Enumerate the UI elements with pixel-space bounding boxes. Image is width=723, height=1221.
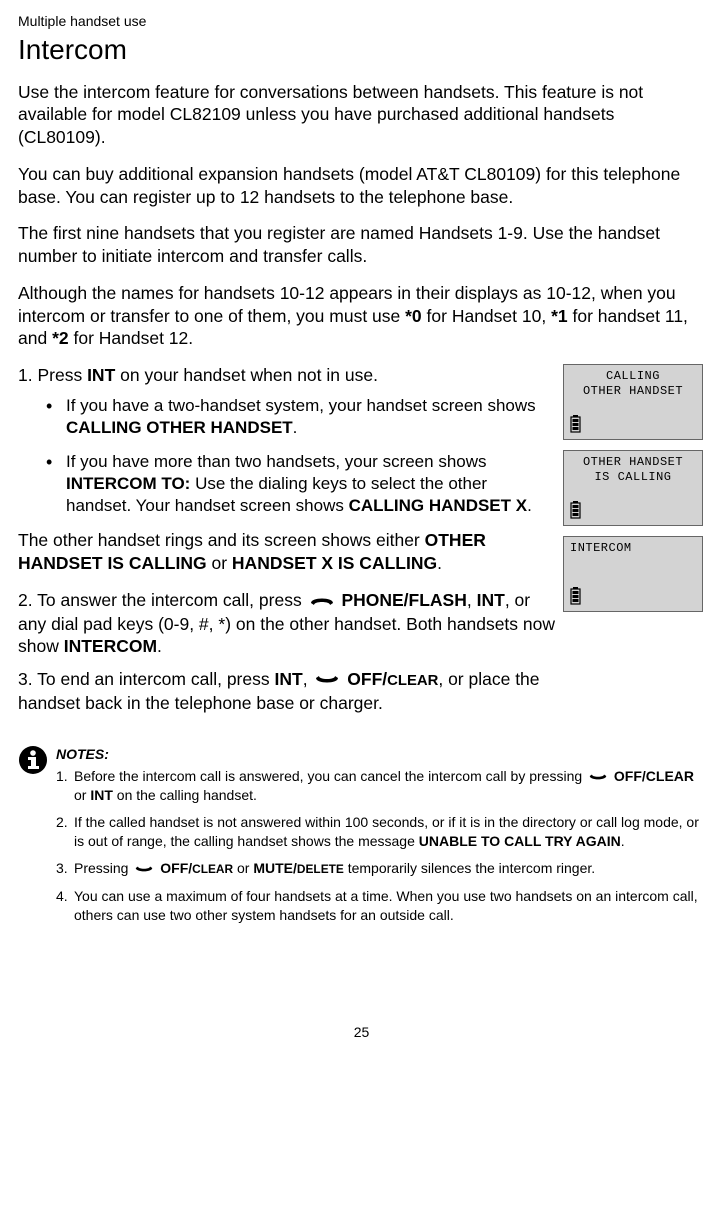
step-1-bullets: If you have a two-handset system, your h…	[46, 395, 555, 517]
notes-block: NOTES: 1. Before the intercom call is an…	[18, 745, 705, 933]
info-icon	[18, 745, 48, 775]
text: .	[527, 496, 532, 515]
step-2: 2. To answer the intercom call, press PH…	[18, 589, 555, 658]
note-num: 1.	[56, 767, 68, 786]
note-3: 3. Pressing OFF/CLEAR or MUTE/DELETE tem…	[56, 859, 705, 879]
text: Before the intercom call is answered, yo…	[74, 768, 586, 784]
notes-list: 1. Before the intercom call is answered,…	[56, 767, 705, 925]
text: If you have more than two handsets, your…	[66, 452, 487, 471]
text: .	[293, 418, 298, 437]
text-bold: OFF/CLEAR	[614, 768, 694, 784]
text-bold: INTERCOM	[64, 636, 157, 656]
lcd-screen-intercom: INTERCOM	[563, 536, 703, 612]
text-bold: MUTE/DELETE	[253, 860, 343, 876]
text: for Handset 10,	[422, 306, 551, 326]
text: on the calling handset.	[113, 787, 257, 803]
lcd-text: OTHER HANDSET	[570, 384, 696, 399]
note-4: 4. You can use a maximum of four handset…	[56, 887, 705, 925]
bullet-2: If you have more than two handsets, your…	[46, 451, 555, 517]
phone-off-icon	[134, 860, 154, 879]
battery-icon	[570, 587, 581, 605]
text: or	[207, 553, 232, 573]
lcd-text: CALLING	[570, 369, 696, 384]
text-bold: PHONE/FLASH	[341, 590, 466, 610]
text-bold: INT	[274, 669, 302, 689]
note-1: 1. Before the intercom call is answered,…	[56, 767, 705, 806]
intro-para-3: The first nine handsets that you registe…	[18, 222, 705, 268]
steps-column: 1. Press INT on your handset when not in…	[18, 364, 555, 724]
text-bold: INT	[90, 787, 113, 803]
step-3: 3. To end an intercom call, press INT, O…	[18, 668, 555, 715]
text: .	[157, 636, 162, 656]
battery-icon	[570, 501, 581, 519]
text: Pressing	[74, 860, 132, 876]
text: .	[621, 833, 625, 849]
intro-para-1: Use the intercom feature for conversatio…	[18, 81, 705, 149]
intro-para-2: You can buy additional expansion handset…	[18, 163, 705, 209]
text: .	[437, 553, 442, 573]
text: or	[233, 860, 253, 876]
note-num: 2.	[56, 813, 68, 832]
battery-icon	[570, 415, 581, 433]
text: 2. To answer the intercom call, press	[18, 590, 307, 610]
text: 3. To end an intercom call, press	[18, 669, 274, 689]
text-bold: HANDSET X IS CALLING	[232, 553, 437, 573]
text-bold: INT	[477, 590, 505, 610]
note-num: 4.	[56, 887, 68, 906]
text: temporarily silences the intercom ringer…	[344, 860, 595, 876]
text-bold: *2	[52, 328, 69, 348]
lcd-text: OTHER HANDSET	[570, 455, 696, 470]
bullet-1: If you have a two-handset system, your h…	[46, 395, 555, 439]
notes-title: NOTES:	[56, 745, 705, 763]
phone-on-icon	[309, 590, 335, 613]
text: for Handset 12.	[69, 328, 194, 348]
page-title: Intercom	[18, 32, 705, 68]
text: If you have a two-handset system, your h…	[66, 396, 536, 415]
steps-list: 1. Press INT on your handset when not in…	[18, 364, 555, 517]
text-bold: UNABLE TO CALL TRY AGAIN	[419, 833, 621, 849]
text: 1. Press	[18, 365, 87, 385]
text-bold: *0	[405, 306, 422, 326]
lcd-screen-calling: CALLING OTHER HANDSET	[563, 364, 703, 440]
section-label: Multiple handset use	[18, 12, 705, 30]
text: The other handset rings and its screen s…	[18, 530, 425, 550]
step-section: 1. Press INT on your handset when not in…	[18, 364, 705, 724]
text: or	[74, 787, 90, 803]
phone-off-icon	[314, 669, 340, 692]
text: ,	[303, 669, 313, 689]
lcd-text: IS CALLING	[570, 470, 696, 485]
text-bold: INT	[87, 365, 115, 385]
lcd-text: INTERCOM	[570, 541, 696, 556]
text-bold: CALLING HANDSET X	[349, 496, 528, 515]
lcd-screen-other-calling: OTHER HANDSET IS CALLING	[563, 450, 703, 526]
text-bold: *1	[551, 306, 568, 326]
text-bold: OFF/CLEAR	[160, 860, 233, 876]
note-num: 3.	[56, 859, 68, 878]
text: on your handset when not in use.	[115, 365, 378, 385]
phone-off-icon	[588, 768, 608, 787]
text: ,	[467, 590, 477, 610]
steps-list-2: 2. To answer the intercom call, press PH…	[18, 589, 555, 715]
intro-para-4: Although the names for handsets 10-12 ap…	[18, 282, 705, 350]
text-bold: INTERCOM TO:	[66, 474, 190, 493]
notes-content: NOTES: 1. Before the intercom call is an…	[56, 745, 705, 933]
note-2: 2. If the called handset is not answered…	[56, 813, 705, 851]
text-bold: OFF/CLEAR	[347, 669, 438, 689]
page-number: 25	[18, 1023, 705, 1041]
text: You can use a maximum of four handsets a…	[74, 888, 698, 923]
step-1: 1. Press INT on your handset when not in…	[18, 364, 555, 517]
text-bold: CALLING OTHER HANDSET	[66, 418, 293, 437]
ringing-para: The other handset rings and its screen s…	[18, 529, 555, 575]
lcd-column: CALLING OTHER HANDSET OTHER HANDSET IS C…	[563, 364, 705, 612]
